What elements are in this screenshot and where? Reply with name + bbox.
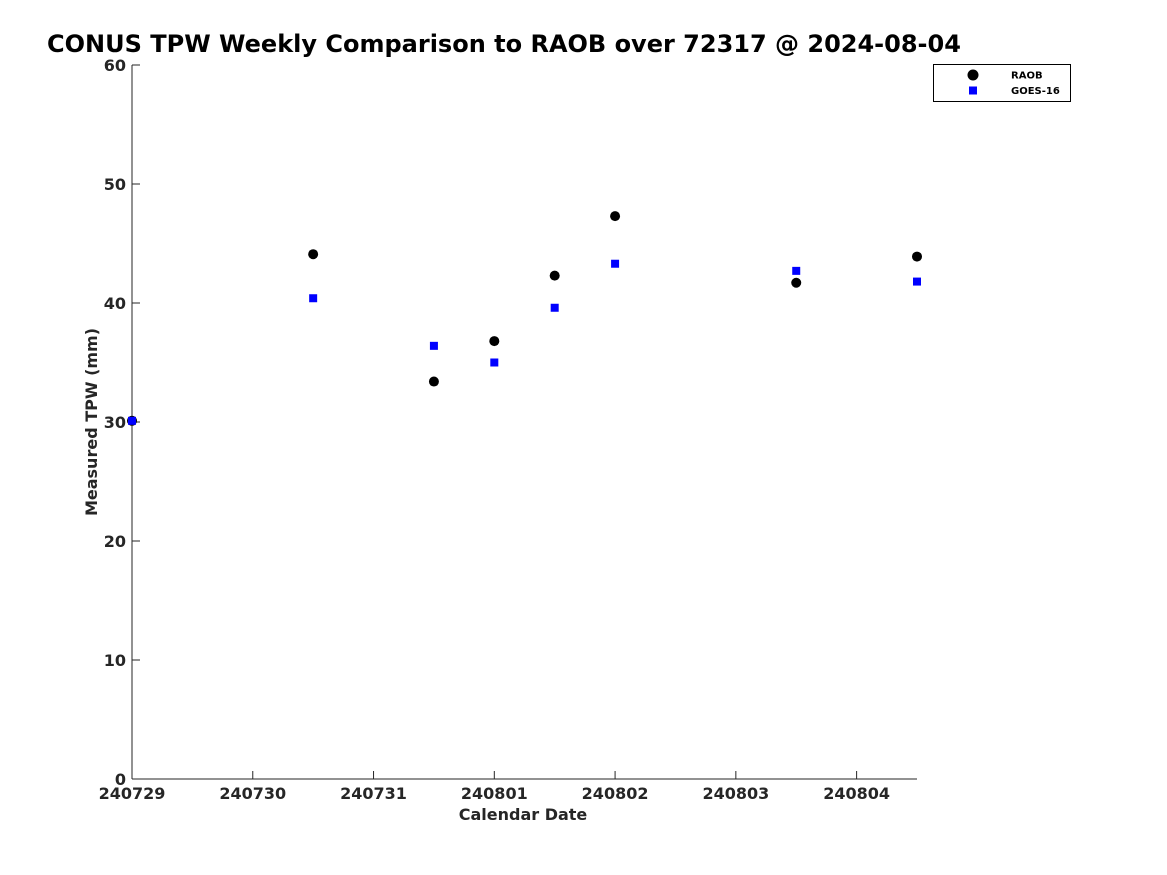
y-tick-label: 40 xyxy=(104,294,126,313)
data-point-raob xyxy=(428,376,439,387)
y-tick-label: 50 xyxy=(104,175,126,194)
plot-axes xyxy=(131,65,917,780)
data-point-goes16 xyxy=(490,358,499,367)
legend-label-goes16: GOES-16 xyxy=(1011,86,1060,97)
x-tick-label: 240729 xyxy=(99,784,166,803)
y-ticks: 0 10 20 30 40 50 60 xyxy=(104,56,140,789)
data-point-raob xyxy=(308,249,319,260)
y-tick-label: 60 xyxy=(104,56,126,75)
legend-marker-raob xyxy=(967,69,979,81)
x-axis-label: Calendar Date xyxy=(459,805,588,824)
x-tick-label: 240802 xyxy=(582,784,649,803)
x-tick-label: 240730 xyxy=(219,784,286,803)
x-tick-label: 240804 xyxy=(823,784,890,803)
data-point-raob xyxy=(489,336,500,347)
data-point-goes16 xyxy=(792,266,801,275)
y-tick-label: 20 xyxy=(104,532,126,551)
data-point-goes16 xyxy=(550,303,559,312)
data-point-raob xyxy=(912,251,922,262)
data-point-goes16 xyxy=(128,416,136,425)
data-point-goes16 xyxy=(309,294,318,303)
data-point-goes16 xyxy=(429,341,438,350)
x-tick-label: 240803 xyxy=(702,784,769,803)
y-axis-label: Measured TPW (mm) xyxy=(82,328,101,516)
y-tick-label: 30 xyxy=(104,413,126,432)
data-point-goes16 xyxy=(913,277,921,286)
chart-title: CONUS TPW Weekly Comparison to RAOB over… xyxy=(47,30,961,58)
data-point-goes16 xyxy=(611,259,620,268)
y-tick-label: 0 xyxy=(115,770,126,789)
legend-box xyxy=(933,64,1071,102)
legend: RAOB GOES-16 xyxy=(933,64,1071,102)
x-tick-label: 240731 xyxy=(340,784,407,803)
data-point-raob xyxy=(791,277,802,288)
legend-label-raob: RAOB xyxy=(1011,71,1043,82)
data-point-raob xyxy=(610,211,621,222)
legend-marker-goes16 xyxy=(969,86,977,95)
data-point-raob xyxy=(549,270,560,281)
x-tick-label: 240801 xyxy=(461,784,528,803)
x-ticks: 240729 240730 240731 240801 240802 240803 2408… xyxy=(99,771,890,803)
data-points xyxy=(127,211,922,426)
y-tick-label: 10 xyxy=(104,651,126,670)
